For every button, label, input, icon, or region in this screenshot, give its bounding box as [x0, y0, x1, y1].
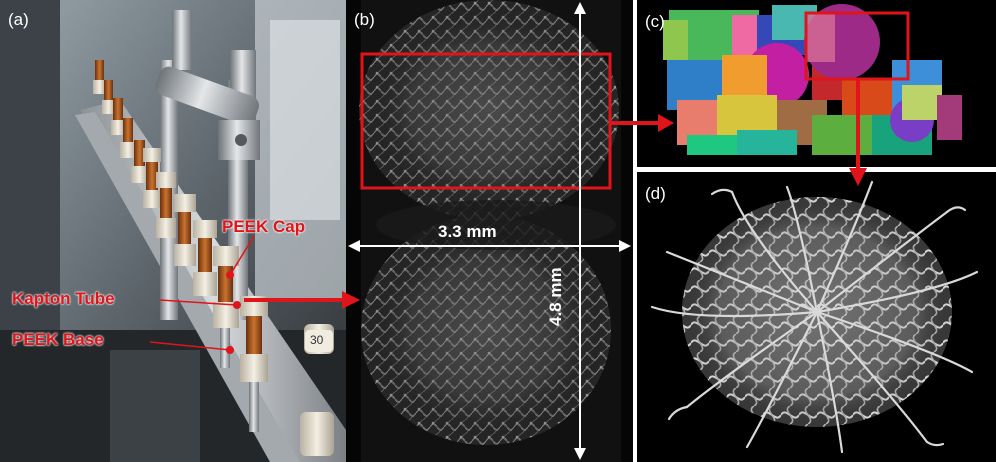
arrow-b-to-c [610, 114, 674, 132]
ct-volume-render [346, 0, 633, 462]
panel-c-label: (c) [645, 12, 665, 31]
tube-number: 30 [310, 333, 324, 347]
panel-d-particle-render [637, 172, 996, 462]
arrow-a-to-b [244, 291, 360, 309]
panel-d-label: (d) [645, 184, 666, 203]
panel-b-label: (b) [354, 10, 375, 29]
label-kapton-tube: Kapton Tube [12, 289, 115, 308]
panel-a-photo [0, 0, 346, 462]
arrow-c-to-d [849, 80, 867, 186]
width-dimension: 3.3 mm [438, 222, 497, 241]
panel-b-ct-volume [346, 0, 633, 462]
panel-a-label: (a) [8, 10, 29, 29]
label-peek-cap: PEEK Cap [222, 217, 306, 236]
label-peek-base: PEEK Base [12, 330, 104, 349]
segmentation-map [637, 0, 996, 167]
sample-tubes [93, 60, 334, 456]
height-dimension: 4.8 mm [546, 267, 565, 326]
sample-rack-photo [0, 0, 346, 462]
panel-c-segmentation [637, 0, 996, 167]
fiber-network-render [637, 172, 996, 462]
